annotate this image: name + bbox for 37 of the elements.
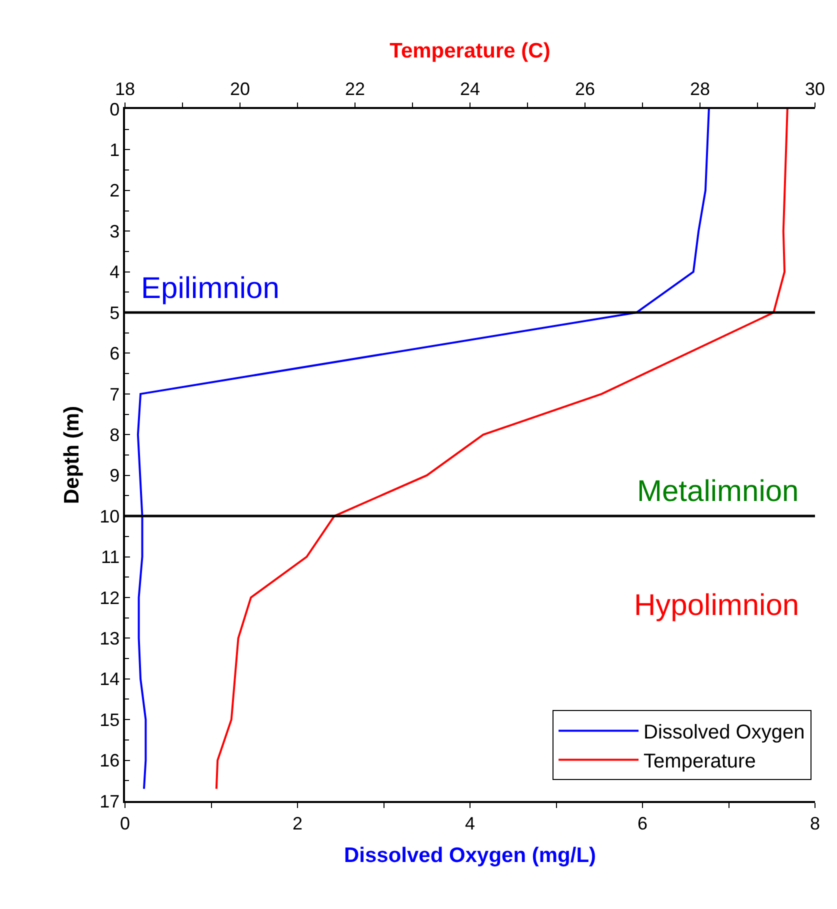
x2-axis-title: Temperature (C) [390,40,550,63]
y-tick-label: 13 [100,628,120,648]
annotation: Hypolimnion [634,589,800,622]
y-tick-label: 17 [100,791,120,812]
y-tick-label: 7 [110,384,120,404]
y-tick-label: 6 [110,344,120,364]
x2-tick-label: 22 [344,79,366,100]
legend-label: Temperature [644,750,756,773]
y-tick-label: 9 [110,466,120,486]
x2-tick-label: 30 [804,79,826,100]
y-tick-label: 3 [110,221,120,242]
annotation: Metalimnion [637,475,799,508]
y-tick-label: 5 [110,302,120,323]
x-tick-label: 6 [637,813,648,834]
x2-tick-label: 28 [690,79,710,100]
y-tick-label: 4 [110,262,120,282]
y-tick-label: 15 [100,710,120,730]
x2-tick-label: 20 [230,79,250,100]
y-axis-title: Depth (m) [60,406,84,504]
y-tick-label: 10 [100,506,120,526]
y-tick-label: 11 [100,547,120,568]
x2-tick-label: 26 [574,79,596,100]
y-tick-label: 12 [100,588,120,608]
x-axis-title: Dissolved Oxygen (mg/L) [344,844,596,868]
x2-tick-label: 18 [114,79,136,100]
x2-tick-label: 24 [460,79,480,100]
x-tick-label: 2 [292,813,303,834]
y-tick-label: 0 [110,99,120,120]
y-tick-label: 2 [110,180,120,201]
y-tick-label: 8 [110,424,120,445]
annotation: Epilimnion [141,272,280,305]
x-tick-label: 4 [464,813,476,834]
legend-label: Dissolved Oxygen [644,722,805,744]
y-tick-label: 1 [110,140,120,160]
y-tick-label: 16 [100,750,120,771]
y-tick-label: 14 [100,669,120,690]
x-tick-label: 8 [810,813,820,834]
